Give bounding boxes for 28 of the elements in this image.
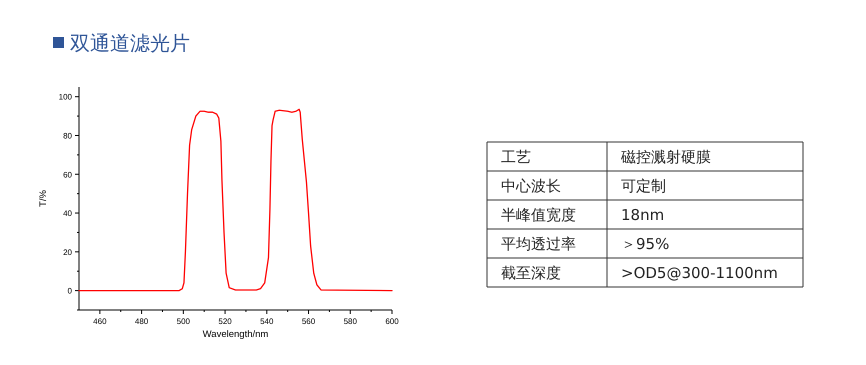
text: 磁控溅射硬膜: [620, 148, 711, 166]
x-tick-label: 480: [134, 317, 149, 326]
x-tick-label: 460: [93, 317, 108, 326]
x-tick-label: 540: [260, 317, 274, 326]
text: 平均透过率: [501, 235, 576, 253]
text: ＞95%: [621, 235, 670, 253]
x-tick-label: 520: [218, 317, 232, 326]
text: >OD5@300-1100nm: [621, 264, 778, 282]
y-tick-label: 0: [68, 286, 73, 296]
line-series: [78, 108, 393, 292]
text: 工艺: [501, 148, 531, 166]
y-tick-label: 80: [63, 131, 73, 140]
text: 中心波长: [501, 177, 561, 195]
x-tick-label: 600: [385, 317, 400, 326]
x-axis-title: Wavelength/nm: [202, 329, 268, 340]
text: 半峰值宽度: [501, 206, 576, 224]
x-tick-label: 500: [176, 317, 191, 326]
text: 18nm: [621, 206, 664, 224]
text: 截至深度: [501, 264, 561, 282]
x-tick-label: 560: [302, 317, 316, 326]
y-tick-label: 100: [58, 92, 73, 102]
text: 可定制: [621, 177, 666, 195]
y-tick-label: 40: [63, 209, 73, 218]
y-tick-label: 60: [63, 170, 73, 180]
y-tick-label: 20: [63, 248, 73, 257]
y-axis-title: T/%: [38, 190, 49, 207]
x-tick-label: 580: [344, 317, 358, 326]
chart-title: 双通道滤光片: [70, 31, 190, 55]
